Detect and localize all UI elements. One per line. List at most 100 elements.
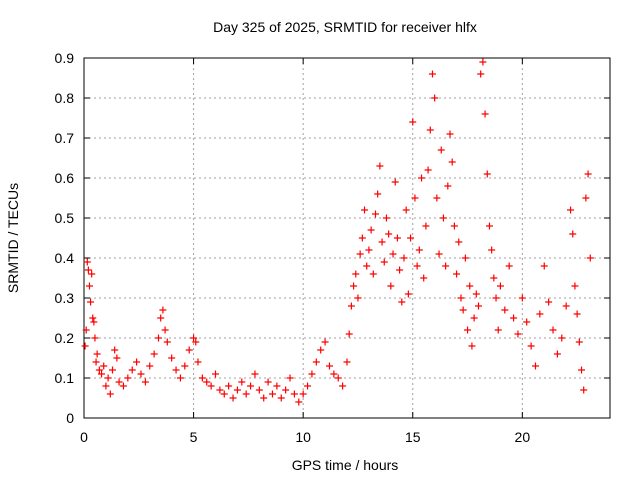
axis-ticks [83, 57, 610, 419]
data-point [150, 350, 158, 358]
y-tick-label: 0.7 [55, 130, 75, 146]
data-point [207, 382, 215, 390]
data-point [102, 382, 110, 390]
data-point [415, 246, 423, 254]
data-point [437, 146, 445, 154]
data-point [277, 394, 285, 402]
data-point [450, 222, 458, 230]
data-point [343, 358, 351, 366]
data-point [251, 370, 259, 378]
data-point [352, 270, 360, 278]
chart-title: Day 325 of 2025, SRMTID for receiver hlf… [213, 19, 477, 35]
data-point [387, 282, 395, 290]
data-point [569, 230, 577, 238]
data-point [161, 326, 169, 334]
data-points [81, 58, 594, 406]
data-point [190, 334, 198, 342]
data-point [163, 338, 171, 346]
data-point [481, 110, 489, 118]
data-point [358, 234, 366, 242]
data-point [567, 206, 575, 214]
data-point [128, 366, 136, 374]
data-point [108, 366, 116, 374]
data-point [439, 214, 447, 222]
data-point [87, 298, 95, 306]
data-point [308, 370, 316, 378]
data-point [396, 266, 404, 274]
data-point [260, 394, 268, 402]
data-point [536, 310, 544, 318]
y-tick-label: 0.1 [55, 370, 75, 386]
data-point [453, 270, 461, 278]
data-point [431, 94, 439, 102]
data-point [220, 390, 228, 398]
data-point [365, 246, 373, 254]
data-point [137, 370, 145, 378]
data-point [407, 234, 415, 242]
data-point [428, 70, 436, 78]
data-point [95, 366, 103, 374]
data-point [334, 374, 342, 382]
data-point [185, 346, 193, 354]
data-point [92, 358, 100, 366]
data-point [402, 206, 410, 214]
data-point [391, 178, 399, 186]
data-point [380, 258, 388, 266]
data-point [299, 390, 307, 398]
data-point [159, 306, 167, 314]
data-point [273, 382, 281, 390]
y-tick-label: 0.8 [55, 90, 75, 106]
data-point [98, 370, 106, 378]
data-point [420, 274, 428, 282]
data-point [124, 374, 132, 382]
data-point [229, 394, 237, 402]
data-point [282, 386, 290, 394]
data-point [582, 194, 590, 202]
data-point [400, 254, 408, 262]
data-point [119, 382, 127, 390]
data-point [494, 326, 502, 334]
data-point [385, 230, 393, 238]
data-point [578, 366, 586, 374]
data-point [411, 194, 419, 202]
data-point [571, 282, 579, 290]
data-point [540, 262, 548, 270]
data-point [347, 302, 355, 310]
data-point [527, 342, 535, 350]
data-point [558, 334, 566, 342]
data-point [422, 222, 430, 230]
data-point [233, 386, 241, 394]
data-point [505, 262, 513, 270]
data-point [93, 350, 101, 358]
data-point [490, 274, 498, 282]
data-point [111, 346, 119, 354]
data-point [268, 390, 276, 398]
data-point [82, 326, 90, 334]
data-point [295, 398, 303, 406]
data-point [192, 338, 200, 346]
data-point [356, 250, 364, 258]
data-point [369, 270, 377, 278]
data-point [212, 370, 219, 378]
data-point [442, 262, 450, 270]
x-tick-label: 15 [405, 429, 421, 445]
data-point [198, 374, 206, 382]
data-point [459, 306, 467, 314]
y-tick-label: 0.3 [55, 290, 75, 306]
data-point [100, 362, 108, 370]
data-point [81, 342, 89, 350]
data-point [115, 378, 123, 386]
data-point [483, 170, 491, 178]
y-axis-label: SRMTID / TECUs [5, 183, 21, 293]
x-tick-label: 10 [295, 429, 311, 445]
tick-labels: 0 0.1 0.2 0.3 0.4 0.5 0.6 0.7 0.8 0.9 0 5 10 15 20 [55, 50, 531, 445]
data-point [492, 294, 500, 302]
data-point [330, 370, 338, 378]
data-point [475, 302, 482, 310]
data-point [446, 130, 454, 138]
data-point [242, 390, 250, 398]
data-point [472, 290, 480, 298]
data-point [424, 166, 432, 174]
y-tick-label: 0.6 [55, 170, 75, 186]
